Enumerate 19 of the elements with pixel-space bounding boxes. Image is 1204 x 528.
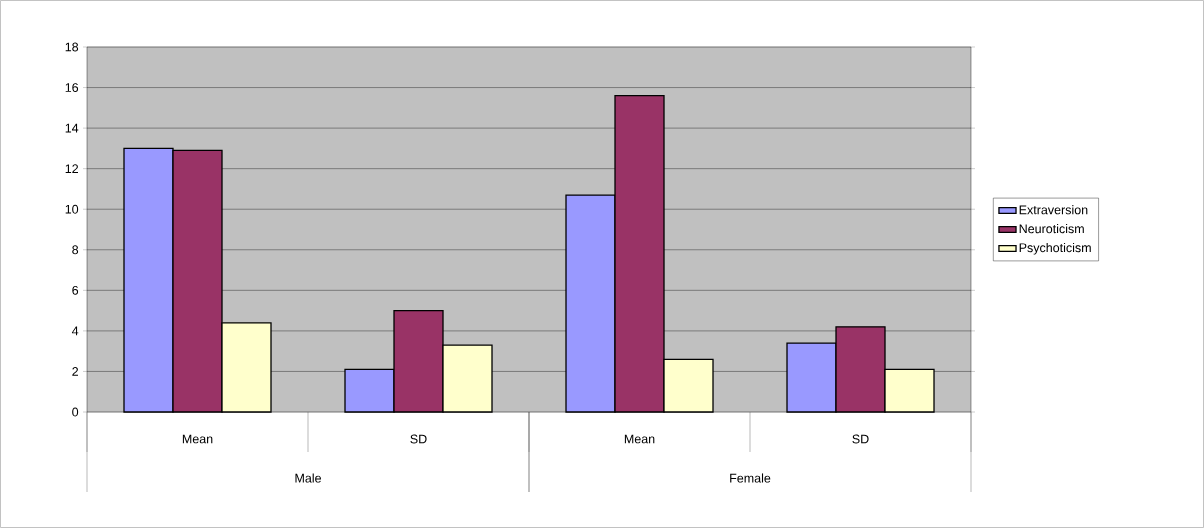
- x-tick-label: SD: [852, 434, 869, 444]
- y-tick-label: 16: [65, 83, 79, 92]
- text: Male: [295, 473, 321, 483]
- y-tick-label: 8: [72, 245, 79, 255]
- y-tick-label: 12: [65, 164, 78, 174]
- legend-label: Psychoticism: [1019, 242, 1091, 255]
- x-tick-label: Mean: [624, 434, 655, 444]
- text: Female: [730, 473, 771, 483]
- y-tick-label: 10: [65, 204, 79, 214]
- x-tick-label: SD: [410, 434, 427, 444]
- legend-label: Neuroticism: [1019, 224, 1084, 234]
- y-tick-label: 0: [72, 407, 79, 417]
- x-tick-label: Mean: [182, 434, 213, 444]
- legend-label: Extraversion: [1019, 205, 1088, 215]
- y-tick-label: 18: [65, 42, 79, 52]
- y-tick-label: 6: [72, 285, 79, 295]
- y-tick-label: 4: [71, 326, 79, 336]
- y-tick-label: 14: [65, 123, 79, 133]
- y-tick-label: 2: [72, 367, 79, 376]
